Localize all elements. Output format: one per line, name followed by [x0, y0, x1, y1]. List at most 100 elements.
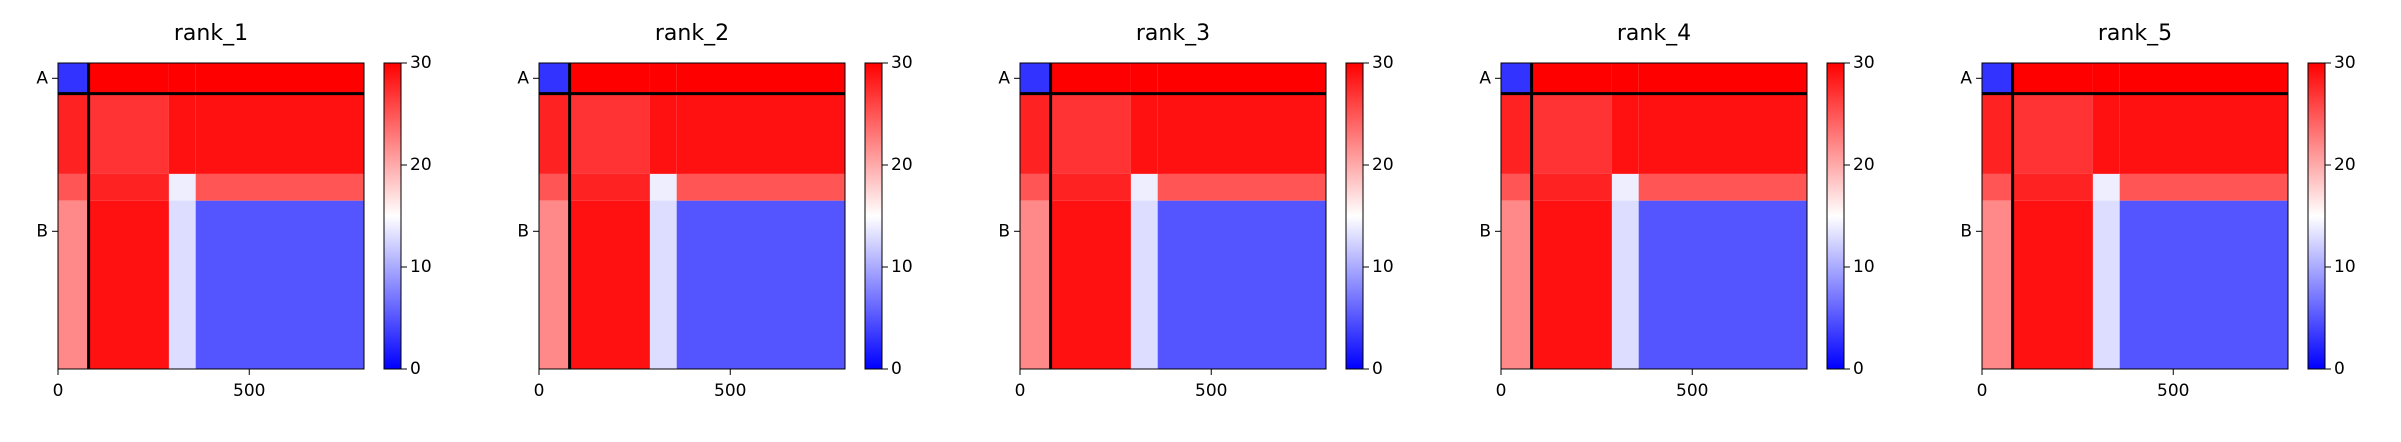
colorbar-tick-label: 30	[2334, 53, 2356, 73]
chart-title: rank_2	[655, 21, 729, 46]
heatmap-cell	[539, 93, 570, 174]
heatmap-cell	[88, 173, 169, 201]
heatmap-cell	[1531, 93, 1612, 174]
colorbar-tick-label: 20	[891, 155, 913, 175]
heatmap-cell	[1501, 173, 1532, 201]
colorbar-tick-label: 10	[410, 257, 432, 277]
heatmap-cell	[168, 200, 196, 369]
heatmap-cell	[569, 173, 650, 201]
heatmap-cell	[2012, 93, 2093, 174]
heatmap-cell	[676, 93, 845, 174]
heatmap-cell	[1611, 63, 1639, 94]
heatmap-cell	[649, 200, 677, 369]
heatmap-cell	[1050, 63, 1131, 94]
heatmap-cell	[1050, 93, 1131, 174]
colorbar-tick-label: 0	[891, 359, 902, 379]
heatmap-cell	[1130, 173, 1158, 201]
x-tick-label: 0	[1496, 381, 1507, 401]
colorbar-tick-label: 30	[1853, 53, 1875, 73]
y-tick-label: B	[36, 221, 48, 241]
heatmap-cell	[1982, 63, 2013, 94]
heatmap-cell	[1531, 173, 1612, 201]
heatmap-cell	[88, 200, 169, 369]
x-tick-label: 0	[534, 381, 545, 401]
heatmap-cell	[2119, 173, 2288, 201]
colorbar-tick-label: 20	[1372, 155, 1394, 175]
x-tick-label: 500	[2157, 381, 2189, 401]
heatmap-cell	[195, 173, 364, 201]
colorbar	[2307, 62, 2326, 370]
heatmap-cell	[1638, 173, 1807, 201]
y-tick-label: A	[1479, 68, 1491, 88]
colorbar-tick-label: 10	[1372, 257, 1394, 277]
heatmap-cell	[195, 63, 364, 94]
heatmap-cell	[1611, 200, 1639, 369]
y-tick-label: B	[517, 221, 529, 241]
colorbar-tick-label: 0	[1853, 359, 1864, 379]
heatmap-cell	[2092, 63, 2120, 94]
heatmap-cell	[649, 93, 677, 174]
heatmap-cell	[1020, 63, 1051, 94]
heatmap-cell	[676, 173, 845, 201]
heatmap-cell	[2119, 63, 2288, 94]
heatmap-cell	[539, 63, 570, 94]
heatmap-cell	[168, 173, 196, 201]
heatmap-cell	[88, 93, 169, 174]
heatmap-cell	[1020, 173, 1051, 201]
heatmap-cell	[1157, 200, 1326, 369]
heatmap-cell	[1020, 93, 1051, 174]
colorbar-tick-label: 10	[1853, 257, 1875, 277]
heatmap-cell	[58, 173, 89, 201]
x-tick-label: 500	[714, 381, 746, 401]
heatmap-cell	[1611, 93, 1639, 174]
heatmap-cell	[168, 63, 196, 94]
heatmap-cell	[1157, 93, 1326, 174]
heatmap-cell	[569, 93, 650, 174]
plot-frame	[538, 62, 846, 370]
heatmap-cell	[676, 63, 845, 94]
chart-title: rank_5	[2098, 21, 2172, 46]
colorbar-tick-label: 30	[1372, 53, 1394, 73]
y-tick-label: A	[517, 68, 529, 88]
heatmap-cell	[539, 200, 570, 369]
chart-title: rank_4	[1617, 21, 1691, 46]
heatmap-cell	[1130, 63, 1158, 94]
heatmap-cell	[195, 93, 364, 174]
colorbar-tick-label: 20	[1853, 155, 1875, 175]
heatmap-cell	[1982, 200, 2013, 369]
heatmap-cell	[539, 173, 570, 201]
heatmap-cell	[569, 63, 650, 94]
colorbar-tick-label: 30	[891, 53, 913, 73]
heatmap-cell	[1611, 173, 1639, 201]
heatmap-cell	[1501, 63, 1532, 94]
heatmap-cell	[1501, 93, 1532, 174]
heatmap-cell	[2012, 200, 2093, 369]
colorbar-tick-label: 0	[410, 359, 421, 379]
colorbar	[383, 62, 402, 370]
heatmap-cell	[58, 93, 89, 174]
chart-title: rank_3	[1136, 21, 1210, 46]
colorbar	[1826, 62, 1845, 370]
heatmap-cell	[58, 63, 89, 94]
heatmap-cell	[569, 200, 650, 369]
y-tick-label: B	[1479, 221, 1491, 241]
heatmap-cell	[1050, 200, 1131, 369]
plot-frame	[1981, 62, 2289, 370]
heatmap-cell	[2119, 200, 2288, 369]
heatmap-cell	[88, 63, 169, 94]
heatmap-cell	[2012, 173, 2093, 201]
colorbar-tick-label: 20	[410, 155, 432, 175]
heatmap-cell	[168, 93, 196, 174]
colorbar-tick-label: 20	[2334, 155, 2356, 175]
x-tick-label: 0	[1015, 381, 1026, 401]
y-tick-label: A	[998, 68, 1010, 88]
colorbar-tick-label: 10	[891, 257, 913, 277]
plot-frame	[57, 62, 365, 370]
heatmap-cell	[1531, 63, 1612, 94]
heatmap-cell	[2012, 63, 2093, 94]
heatmap-cell	[1050, 173, 1131, 201]
heatmap-cell	[649, 63, 677, 94]
colorbar-tick-label: 0	[2334, 359, 2345, 379]
x-tick-label: 500	[1195, 381, 1227, 401]
